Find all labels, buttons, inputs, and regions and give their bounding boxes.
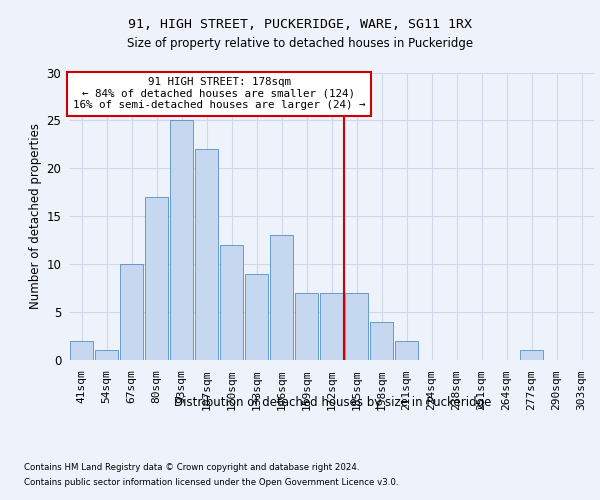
Text: Size of property relative to detached houses in Puckeridge: Size of property relative to detached ho… [127, 38, 473, 51]
Bar [170, 120, 193, 360]
Text: 91 HIGH STREET: 178sqm
← 84% of detached houses are smaller (124)
16% of semi-de: 91 HIGH STREET: 178sqm ← 84% of detached… [73, 78, 365, 110]
Bar [220, 245, 244, 360]
Bar [320, 293, 343, 360]
Text: Contains HM Land Registry data © Crown copyright and database right 2024.: Contains HM Land Registry data © Crown c… [24, 463, 359, 472]
Bar [70, 341, 94, 360]
Text: Contains public sector information licensed under the Open Government Licence v3: Contains public sector information licen… [24, 478, 398, 487]
Bar [269, 236, 293, 360]
Text: Distribution of detached houses by size in Puckeridge: Distribution of detached houses by size … [175, 396, 491, 409]
Bar [119, 264, 143, 360]
Bar [194, 149, 218, 360]
Bar [145, 197, 169, 360]
Bar [245, 274, 268, 360]
Bar [520, 350, 544, 360]
Bar [295, 293, 319, 360]
Bar [95, 350, 118, 360]
Bar [370, 322, 394, 360]
Text: 91, HIGH STREET, PUCKERIDGE, WARE, SG11 1RX: 91, HIGH STREET, PUCKERIDGE, WARE, SG11 … [128, 18, 472, 30]
Bar [395, 341, 418, 360]
Y-axis label: Number of detached properties: Number of detached properties [29, 123, 43, 309]
Bar [344, 293, 368, 360]
